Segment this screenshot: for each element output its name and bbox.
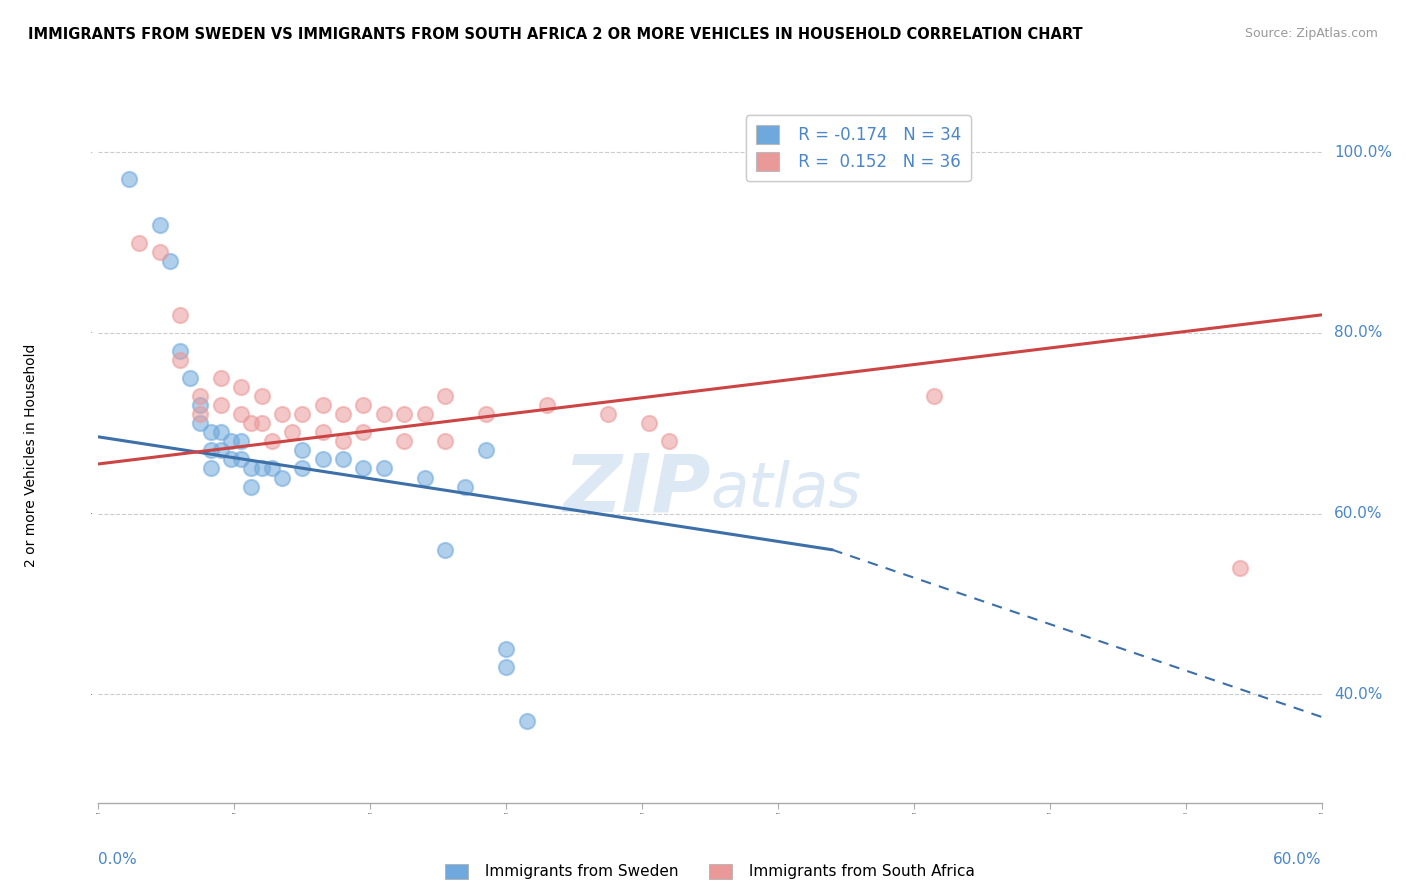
Point	[159, 253, 181, 268]
Point	[128, 235, 150, 250]
Point	[240, 479, 263, 493]
Point	[260, 461, 283, 475]
Point	[373, 407, 395, 421]
Point	[250, 461, 273, 475]
Point	[118, 172, 141, 186]
Text: 40.0%: 40.0%	[1334, 687, 1382, 702]
Point	[200, 443, 222, 458]
Point	[169, 344, 191, 359]
Point	[413, 470, 436, 484]
Point	[434, 389, 457, 403]
Point	[219, 452, 242, 467]
Point	[434, 542, 457, 557]
Point	[434, 434, 457, 449]
Text: 60.0%: 60.0%	[1334, 506, 1382, 521]
Point	[332, 407, 354, 421]
Point	[200, 461, 222, 475]
Point	[209, 443, 232, 458]
Point	[240, 417, 263, 431]
Point	[179, 371, 201, 385]
Text: 2 or more Vehicles in Household: 2 or more Vehicles in Household	[24, 343, 38, 566]
Point	[188, 407, 212, 421]
Point	[260, 434, 283, 449]
Point	[598, 407, 620, 421]
Point	[352, 398, 374, 412]
Text: ZIP: ZIP	[562, 450, 710, 529]
Point	[413, 407, 436, 421]
Point	[352, 461, 374, 475]
Point	[536, 398, 558, 412]
Legend:  R = -0.174   N = 34,  R =  0.152   N = 36: R = -0.174 N = 34, R = 0.152 N = 36	[747, 115, 970, 181]
Text: 60.0%: 60.0%	[1274, 852, 1322, 866]
Point	[291, 461, 314, 475]
Point	[291, 407, 314, 421]
Point	[474, 407, 498, 421]
Point	[352, 425, 374, 440]
Point	[270, 470, 294, 484]
Point	[922, 389, 945, 403]
Point	[169, 308, 191, 322]
Point	[200, 425, 222, 440]
Point	[240, 461, 263, 475]
Text: atlas: atlas	[710, 459, 860, 520]
Point	[270, 407, 294, 421]
Point	[209, 398, 232, 412]
Text: 80.0%: 80.0%	[1334, 326, 1382, 341]
Point	[231, 380, 253, 394]
Point	[219, 434, 242, 449]
Point	[495, 642, 517, 657]
Point	[149, 244, 172, 259]
Point	[231, 407, 253, 421]
Point	[312, 398, 335, 412]
Point	[250, 417, 273, 431]
Text: IMMIGRANTS FROM SWEDEN VS IMMIGRANTS FROM SOUTH AFRICA 2 OR MORE VEHICLES IN HOU: IMMIGRANTS FROM SWEDEN VS IMMIGRANTS FRO…	[28, 27, 1083, 42]
Point	[188, 389, 212, 403]
Point	[149, 218, 172, 232]
Point	[188, 417, 212, 431]
Text: 0.0%: 0.0%	[98, 852, 138, 866]
Point	[332, 434, 354, 449]
Point	[231, 452, 253, 467]
Point	[474, 443, 498, 458]
Point	[516, 714, 538, 729]
Point	[250, 389, 273, 403]
Point	[658, 434, 681, 449]
Text: Source: ZipAtlas.com: Source: ZipAtlas.com	[1244, 27, 1378, 40]
Text: 100.0%: 100.0%	[1334, 145, 1392, 160]
Point	[169, 353, 191, 368]
Point	[392, 434, 416, 449]
Point	[637, 417, 661, 431]
Point	[312, 425, 335, 440]
Point	[392, 407, 416, 421]
Point	[188, 398, 212, 412]
Point	[291, 443, 314, 458]
Point	[231, 434, 253, 449]
Point	[312, 452, 335, 467]
Point	[373, 461, 395, 475]
Point	[209, 371, 232, 385]
Point	[454, 479, 477, 493]
Point	[1229, 561, 1251, 575]
Point	[495, 660, 517, 674]
Point	[281, 425, 304, 440]
Point	[209, 425, 232, 440]
Point	[332, 452, 354, 467]
